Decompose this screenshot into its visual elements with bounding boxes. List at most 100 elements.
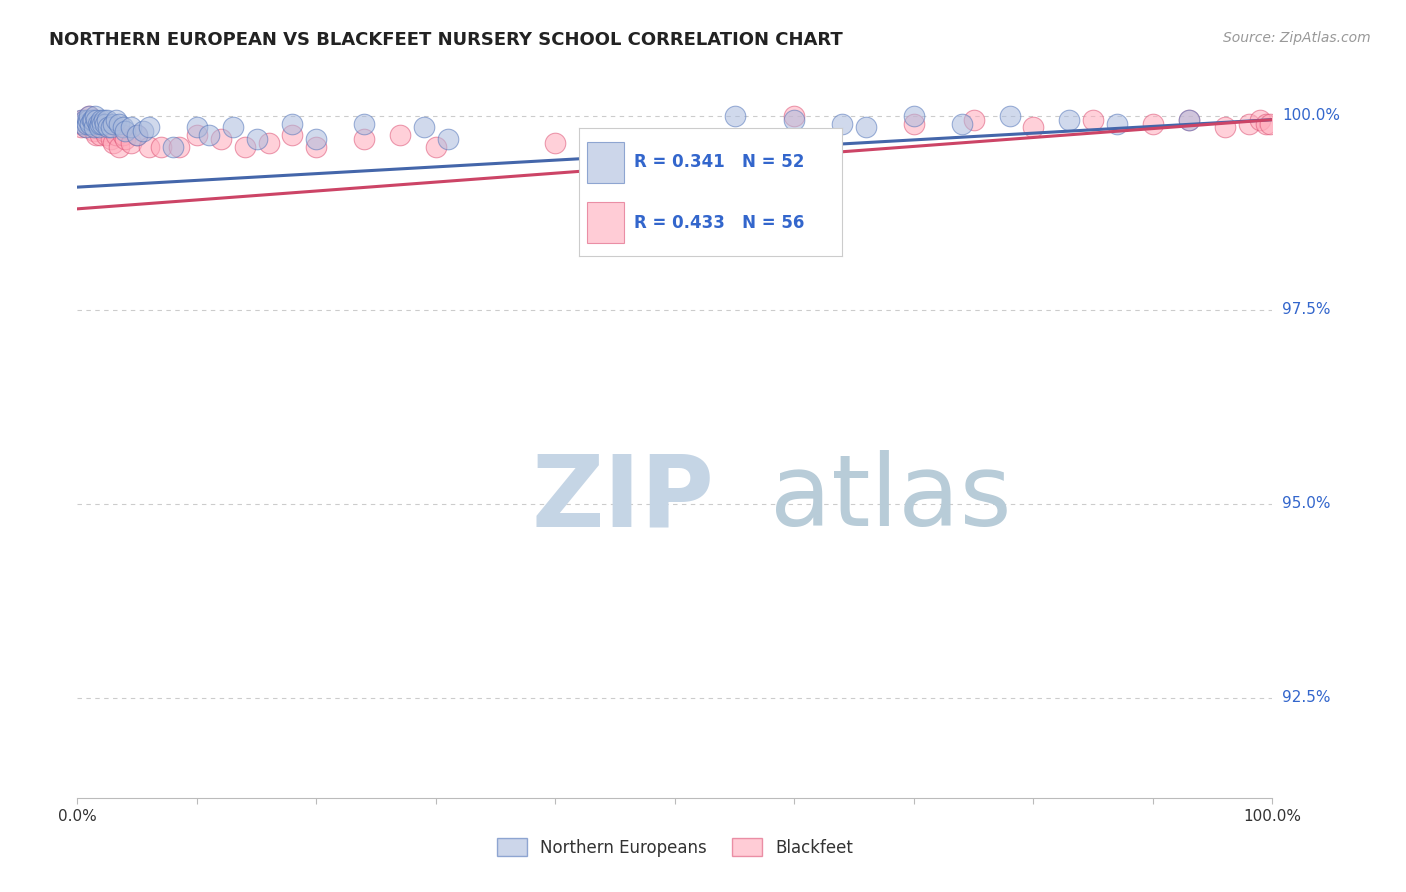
Point <box>97 120 120 135</box>
Point <box>104 112 127 127</box>
Point <box>413 120 436 135</box>
Point <box>103 136 124 150</box>
Point <box>1107 116 1129 130</box>
Point <box>127 128 149 143</box>
Point <box>167 140 190 154</box>
Text: NORTHERN EUROPEAN VS BLACKFEET NURSERY SCHOOL CORRELATION CHART: NORTHERN EUROPEAN VS BLACKFEET NURSERY S… <box>49 31 844 49</box>
Text: ZIP: ZIP <box>531 450 714 547</box>
Point <box>82 112 104 127</box>
Point <box>76 116 98 130</box>
Point <box>664 132 686 146</box>
Point <box>120 136 142 150</box>
Point <box>257 136 280 150</box>
Point <box>70 112 93 127</box>
Point <box>1250 112 1272 127</box>
Point <box>87 116 110 130</box>
Point <box>1022 120 1045 135</box>
Point <box>77 112 100 127</box>
Point <box>93 124 115 138</box>
Point <box>79 109 101 123</box>
Point <box>70 112 93 127</box>
Legend: Northern Europeans, Blackfeet: Northern Europeans, Blackfeet <box>488 830 862 865</box>
Point <box>90 112 112 127</box>
Point <box>79 116 101 130</box>
Point <box>903 116 925 130</box>
Point <box>100 120 122 135</box>
Text: atlas: atlas <box>770 450 1012 547</box>
Point <box>388 128 412 143</box>
Point <box>72 116 94 130</box>
Point <box>75 120 97 135</box>
Point <box>305 140 328 154</box>
Point <box>69 116 91 130</box>
Point <box>103 116 124 130</box>
Point <box>77 112 100 127</box>
Point <box>79 109 101 123</box>
Point <box>855 120 877 135</box>
Point <box>89 128 111 143</box>
Point <box>1213 120 1236 135</box>
Point <box>233 140 256 154</box>
Point <box>84 109 107 123</box>
Point <box>903 109 925 123</box>
Point <box>425 140 447 154</box>
Point <box>96 112 118 127</box>
Point <box>197 128 219 143</box>
Y-axis label: Nursery School: Nursery School <box>0 384 7 500</box>
Point <box>1083 112 1105 127</box>
Point <box>93 112 115 127</box>
Point <box>1237 116 1260 130</box>
Point <box>281 128 304 143</box>
Point <box>1178 112 1201 127</box>
Point <box>1142 116 1164 130</box>
Text: 92.5%: 92.5% <box>1282 690 1330 705</box>
Point <box>73 112 96 127</box>
Point <box>246 132 269 146</box>
Point <box>108 116 131 130</box>
Point <box>87 120 110 135</box>
Point <box>132 124 155 138</box>
Point <box>831 116 853 130</box>
Text: Source: ZipAtlas.com: Source: ZipAtlas.com <box>1223 31 1371 45</box>
Point <box>86 128 108 143</box>
Point <box>127 128 149 143</box>
Point <box>94 116 117 130</box>
Point <box>94 128 117 143</box>
Point <box>86 112 108 127</box>
Point <box>724 109 747 123</box>
Point <box>120 120 142 135</box>
Point <box>950 116 973 130</box>
Point <box>73 112 96 127</box>
Point <box>91 116 114 130</box>
Point <box>353 116 375 130</box>
Point <box>783 112 806 127</box>
Text: 100.0%: 100.0% <box>1282 108 1340 123</box>
Point <box>437 132 460 146</box>
Point <box>222 120 245 135</box>
Point <box>998 109 1021 123</box>
Point <box>82 116 104 130</box>
Point <box>353 132 375 146</box>
Text: 95.0%: 95.0% <box>1282 496 1330 511</box>
Point <box>89 116 111 130</box>
Point <box>111 128 134 143</box>
Point <box>80 120 103 135</box>
Point <box>83 124 105 138</box>
Point <box>70 120 93 135</box>
Point <box>783 109 806 123</box>
Point <box>1256 116 1278 130</box>
Point <box>104 128 127 143</box>
Point <box>76 116 98 130</box>
Point <box>111 120 134 135</box>
Point <box>305 132 328 146</box>
Point <box>186 128 208 143</box>
Point <box>100 132 122 146</box>
Point <box>209 132 232 146</box>
Point <box>162 140 184 154</box>
Point <box>1059 112 1081 127</box>
Point <box>83 120 105 135</box>
Point <box>138 140 160 154</box>
Point <box>186 120 208 135</box>
Text: 97.5%: 97.5% <box>1282 302 1330 318</box>
Point <box>80 112 103 127</box>
